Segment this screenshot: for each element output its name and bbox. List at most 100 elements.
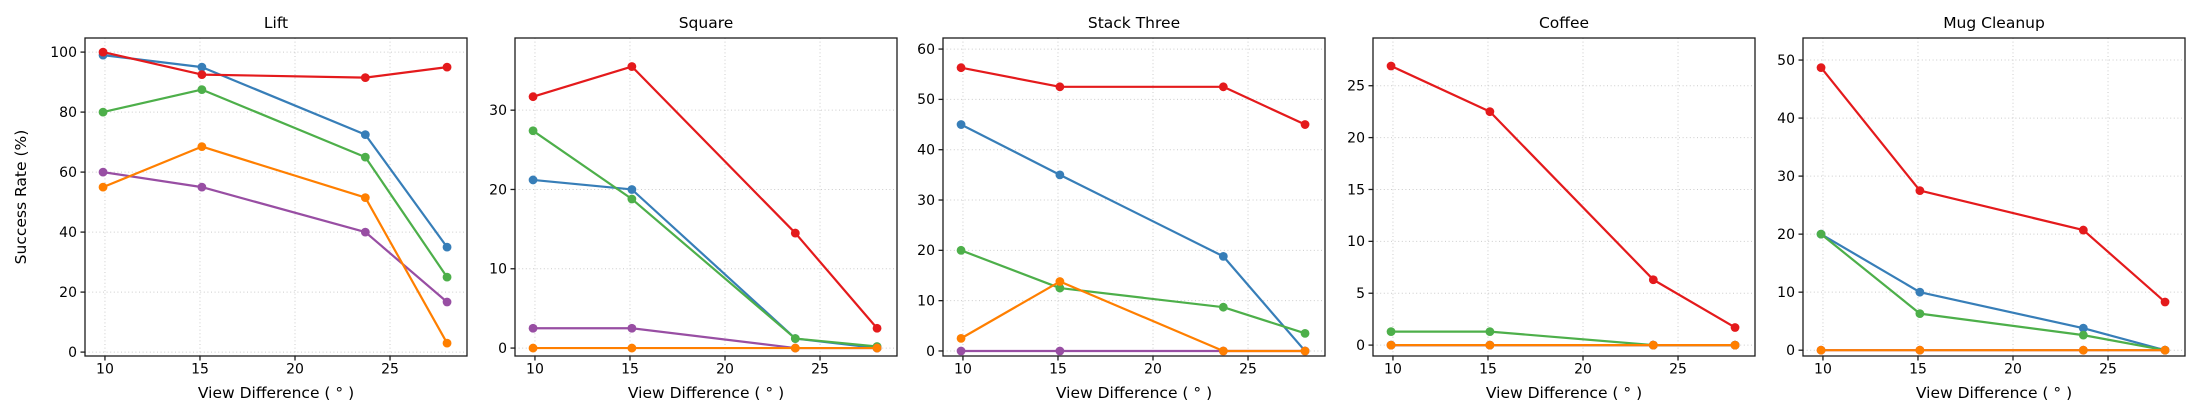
data-point: [1386, 340, 1396, 350]
y-tick-label: 0: [498, 341, 507, 357]
x-tick-label: 15: [191, 362, 209, 378]
data-point: [360, 193, 370, 203]
x-tick-label: 10: [1814, 362, 1832, 378]
data-point: [528, 126, 538, 136]
series-orange: [1816, 345, 2170, 355]
y-tick-label: 25: [1347, 79, 1365, 95]
y-tick-label: 15: [1347, 182, 1365, 198]
data-point: [528, 343, 538, 353]
gridlines: [1373, 38, 1755, 356]
data-point: [1816, 63, 1826, 72]
data-point: [2078, 225, 2088, 235]
x-tick-label: 10: [96, 362, 114, 378]
data-point: [528, 175, 538, 185]
data-point: [197, 62, 207, 72]
chart-stack-three: 10 15 20 25 0 10 20 30 40 50 60 Stack Three View Dif…: [917, 14, 1326, 402]
data-point: [442, 62, 452, 72]
y-tick-label: 0: [1356, 338, 1365, 354]
data-point: [2160, 297, 2170, 307]
series-red: [1386, 61, 1740, 332]
y-tick-label: 10: [917, 293, 935, 309]
y-tick-label: 40: [917, 143, 935, 159]
x-tick-label: 20: [286, 362, 304, 378]
y-axis-ticks: 0 20 40 60 80 100: [50, 45, 85, 361]
data-point: [627, 62, 637, 71]
y-tick-label: 10: [489, 262, 507, 278]
data-point: [442, 272, 452, 282]
chart-title: Stack Three: [1088, 14, 1180, 32]
y-tick-label: 0: [926, 344, 935, 360]
data-point: [790, 228, 800, 238]
data-point: [1218, 251, 1228, 261]
data-point: [627, 194, 637, 204]
data-point: [1386, 327, 1396, 337]
series-green: [528, 126, 882, 351]
chart-coffee: 10 15 20 25 0 5 10 15 20 25 Coffee View Difference …: [1347, 14, 1756, 402]
series-purple: [98, 167, 452, 307]
x-tick-label: 10: [1384, 362, 1402, 378]
data-point: [2078, 330, 2088, 340]
x-tick-label: 25: [811, 362, 829, 378]
y-tick-label: 10: [1347, 234, 1365, 250]
plot-border: [84, 37, 468, 357]
data-point: [1055, 346, 1065, 356]
data-point: [1218, 302, 1228, 312]
gridlines: [943, 38, 1325, 356]
y-tick-label: 20: [59, 285, 77, 301]
x-axis-label: View Difference ( ° ): [1056, 384, 1212, 402]
series-red: [98, 47, 452, 82]
y-tick-label: 40: [59, 225, 77, 241]
data-point: [1300, 346, 1310, 356]
y-tick-label: 30: [917, 193, 935, 209]
data-point: [442, 242, 452, 252]
data-point: [98, 107, 108, 117]
data-point: [360, 73, 370, 82]
y-axis-label: Success Rate (%): [12, 130, 30, 265]
x-axis-label: View Difference ( ° ): [1486, 384, 1642, 402]
data-point: [790, 343, 800, 353]
y-tick-label: 5: [1356, 286, 1365, 302]
chart-mug-cleanup: 10 15 20 25 0 10 20 30 40 50 Mug Cleanup View Diffe…: [1777, 14, 2186, 402]
y-axis-ticks: 0 10 20 30 40 50 60: [917, 42, 943, 360]
data-point: [1485, 107, 1495, 117]
series-blue: [956, 120, 1310, 356]
data-point: [98, 182, 108, 192]
x-tick-label: 10: [954, 362, 972, 378]
series-red: [1816, 63, 2170, 307]
data-point: [1055, 170, 1065, 180]
chart-title: Coffee: [1539, 14, 1589, 32]
data-point: [1915, 287, 1925, 297]
x-tick-label: 15: [1049, 362, 1067, 378]
data-point: [360, 227, 370, 237]
chart-title: Square: [679, 14, 734, 32]
x-axis-ticks: 10 15 20 25: [1814, 356, 2117, 378]
y-tick-label: 30: [489, 103, 507, 119]
series-blue: [98, 50, 452, 252]
y-tick-label: 0: [68, 345, 77, 361]
data-point: [360, 152, 370, 162]
data-point: [956, 245, 966, 255]
chart-title: Mug Cleanup: [1943, 14, 2045, 32]
data-point: [1648, 275, 1658, 285]
data-point: [1648, 340, 1658, 350]
data-point: [1300, 328, 1310, 338]
data-point: [1055, 82, 1065, 92]
data-point: [1386, 61, 1396, 71]
x-axis-ticks: 10 15 20 25: [96, 356, 399, 378]
data-point: [1055, 277, 1065, 286]
x-axis-label: View Difference ( ° ): [628, 384, 784, 402]
data-point: [98, 167, 108, 177]
x-tick-label: 15: [1479, 362, 1497, 378]
series-green: [956, 245, 1310, 338]
data-point: [98, 47, 108, 57]
data-point: [1218, 82, 1228, 92]
chart-lift: 10 15 20 25 0 20 40 60 80 100 Lift View Difference …: [50, 14, 468, 402]
series-blue: [528, 175, 882, 353]
y-axis-ticks: 0 5 10 15 20 25: [1347, 79, 1373, 354]
data-point: [627, 323, 637, 333]
data-point: [1218, 346, 1228, 356]
data-point: [872, 343, 882, 353]
data-point: [1730, 340, 1740, 350]
y-tick-label: 0: [1786, 343, 1795, 359]
